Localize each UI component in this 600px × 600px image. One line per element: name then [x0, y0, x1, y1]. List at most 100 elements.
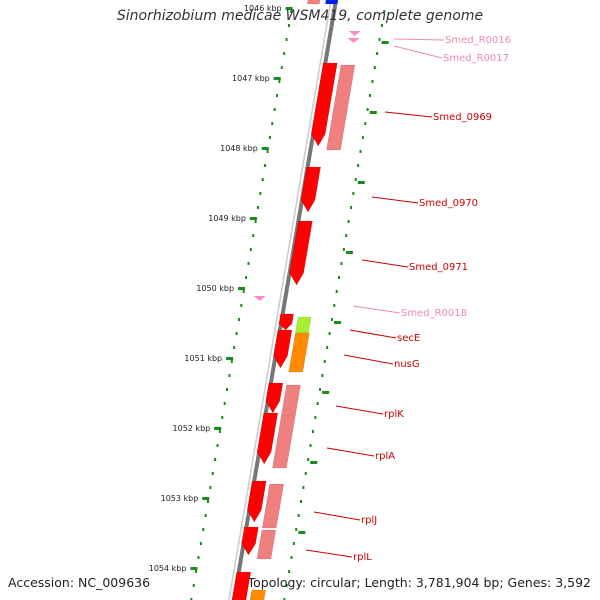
label-leader-line: [349, 329, 397, 339]
inner-dot-tick: [285, 38, 288, 41]
gene-smed-0971-arrow[interactable]: [289, 220, 313, 286]
label-leader-line: [371, 196, 419, 204]
outer-dot-tick: [349, 206, 352, 209]
inner-dot-tick: [204, 514, 207, 517]
gene-nusg-box[interactable]: [288, 332, 310, 373]
gene-partial-pink[interactable]: [306, 0, 321, 5]
topology-text: Topology: circular; Length: 3,781,904 bp…: [247, 575, 591, 590]
outer-dot-tick: [347, 220, 350, 223]
gene-rpla-arrow[interactable]: [256, 412, 279, 465]
outer-major-tick: [334, 321, 342, 324]
inner-dot-tick: [242, 290, 245, 293]
gene-label[interactable]: rplL: [353, 552, 372, 563]
outer-major-tick: [298, 531, 306, 534]
outer-dot-tick: [354, 178, 357, 181]
label-leader-line: [343, 354, 394, 365]
gene-smed-0969-arrow[interactable]: [310, 62, 338, 147]
outer-dot-tick: [309, 444, 312, 447]
gene-smed-0969-box[interactable]: [326, 64, 356, 151]
outer-dot-tick: [311, 430, 314, 433]
inner-dot-tick: [259, 192, 262, 195]
gene-label[interactable]: nusG: [394, 359, 420, 370]
outer-dot-tick: [361, 136, 364, 139]
outer-major-tick: [357, 181, 365, 184]
label-leader-line: [393, 45, 443, 59]
genome-title: Sinorhizobium medicae WSM419, complete g…: [116, 8, 484, 24]
gene-rpla-box[interactable]: [272, 414, 296, 469]
inner-dot-tick: [235, 332, 238, 335]
gene-label[interactable]: rplJ: [361, 515, 377, 526]
gene-rplk-arrow[interactable]: [265, 382, 284, 414]
gene-partial-blue[interactable]: [324, 0, 339, 5]
accession-text: Accession: NC_009636: [8, 575, 151, 590]
label-leader-line: [335, 405, 384, 415]
outer-dot-tick: [285, 584, 288, 587]
outer-dot-tick: [307, 458, 310, 461]
label-leader-line: [326, 447, 375, 457]
label-leader-line: [393, 38, 445, 41]
gene-rpll-box[interactable]: [256, 529, 277, 560]
outer-major-tick: [381, 41, 389, 44]
inner-dot-tick: [202, 528, 205, 531]
inner-dot-tick: [216, 444, 219, 447]
rna-smed-r0017[interactable]: [347, 38, 360, 43]
inner-dot-tick: [192, 584, 195, 587]
gene-rplj-arrow[interactable]: [246, 480, 267, 523]
inner-dot-tick: [271, 122, 274, 125]
inner-dot-tick: [214, 458, 217, 461]
inner-dot-tick: [230, 360, 233, 363]
kbp-major-tick: [285, 7, 293, 10]
gene-label[interactable]: Smed_R0016: [445, 35, 511, 46]
inner-dot-tick: [218, 430, 221, 433]
gene-smed-0970-arrow[interactable]: [300, 166, 321, 213]
outer-dot-tick: [295, 528, 298, 531]
outer-dot-tick: [357, 164, 360, 167]
gene-label[interactable]: rplK: [384, 409, 404, 420]
outer-dot-tick: [369, 94, 372, 97]
gene-partial-bottom-orange[interactable]: [249, 589, 267, 600]
outer-dot-tick: [326, 346, 329, 349]
inner-dot-tick: [249, 248, 252, 251]
inner-dot-tick: [280, 66, 283, 69]
gene-sece-arrow[interactable]: [278, 313, 294, 331]
gene-label[interactable]: secE: [397, 333, 420, 344]
rna-smed-r0016[interactable]: [348, 31, 361, 36]
outer-dot-tick: [333, 304, 336, 307]
outer-major-tick: [322, 391, 330, 394]
inner-dot-tick: [278, 80, 281, 83]
outer-dot-tick: [321, 374, 324, 377]
gene-rplk-box[interactable]: [280, 384, 301, 418]
gene-label[interactable]: Smed_0971: [409, 262, 468, 273]
outer-dot-tick: [338, 276, 341, 279]
gene-label[interactable]: Smed_0970: [419, 198, 478, 209]
outer-dot-tick: [371, 80, 374, 83]
gene-label[interactable]: Smed_R0018: [401, 308, 467, 319]
gene-label[interactable]: Smed_0969: [433, 112, 492, 123]
gene-rpll-arrow[interactable]: [241, 526, 259, 556]
kbp-tick-label: 1049 kbp: [208, 214, 246, 223]
outer-dot-tick: [288, 570, 291, 573]
inner-dot-tick: [264, 164, 267, 167]
inner-dot-tick: [223, 402, 226, 405]
kbp-major-tick: [261, 147, 269, 150]
inner-dot-tick: [245, 276, 248, 279]
gene-label[interactable]: Smed_R0017: [443, 53, 509, 64]
gene-nusg-arrow[interactable]: [273, 329, 293, 369]
gene-rplj-box[interactable]: [261, 483, 285, 529]
kbp-tick-label: 1046 kbp: [244, 4, 282, 13]
rna-smed-r0018[interactable]: [253, 296, 266, 301]
outer-dot-tick: [302, 486, 305, 489]
outer-dot-tick: [335, 290, 338, 293]
outer-dot-tick: [300, 500, 302, 503]
inner-dot-tick: [226, 388, 229, 391]
kbp-tick-label: 1050 kbp: [196, 284, 234, 293]
label-leader-line: [384, 111, 433, 118]
gene-partial-bottom-red[interactable]: [231, 571, 252, 600]
gene-sece-box[interactable]: [295, 316, 312, 334]
inner-dot-tick: [254, 220, 257, 223]
outer-dot-tick: [383, 10, 386, 13]
outer-dot-tick: [304, 472, 307, 475]
outer-dot-tick: [290, 556, 293, 559]
gene-label[interactable]: rplA: [375, 451, 395, 462]
